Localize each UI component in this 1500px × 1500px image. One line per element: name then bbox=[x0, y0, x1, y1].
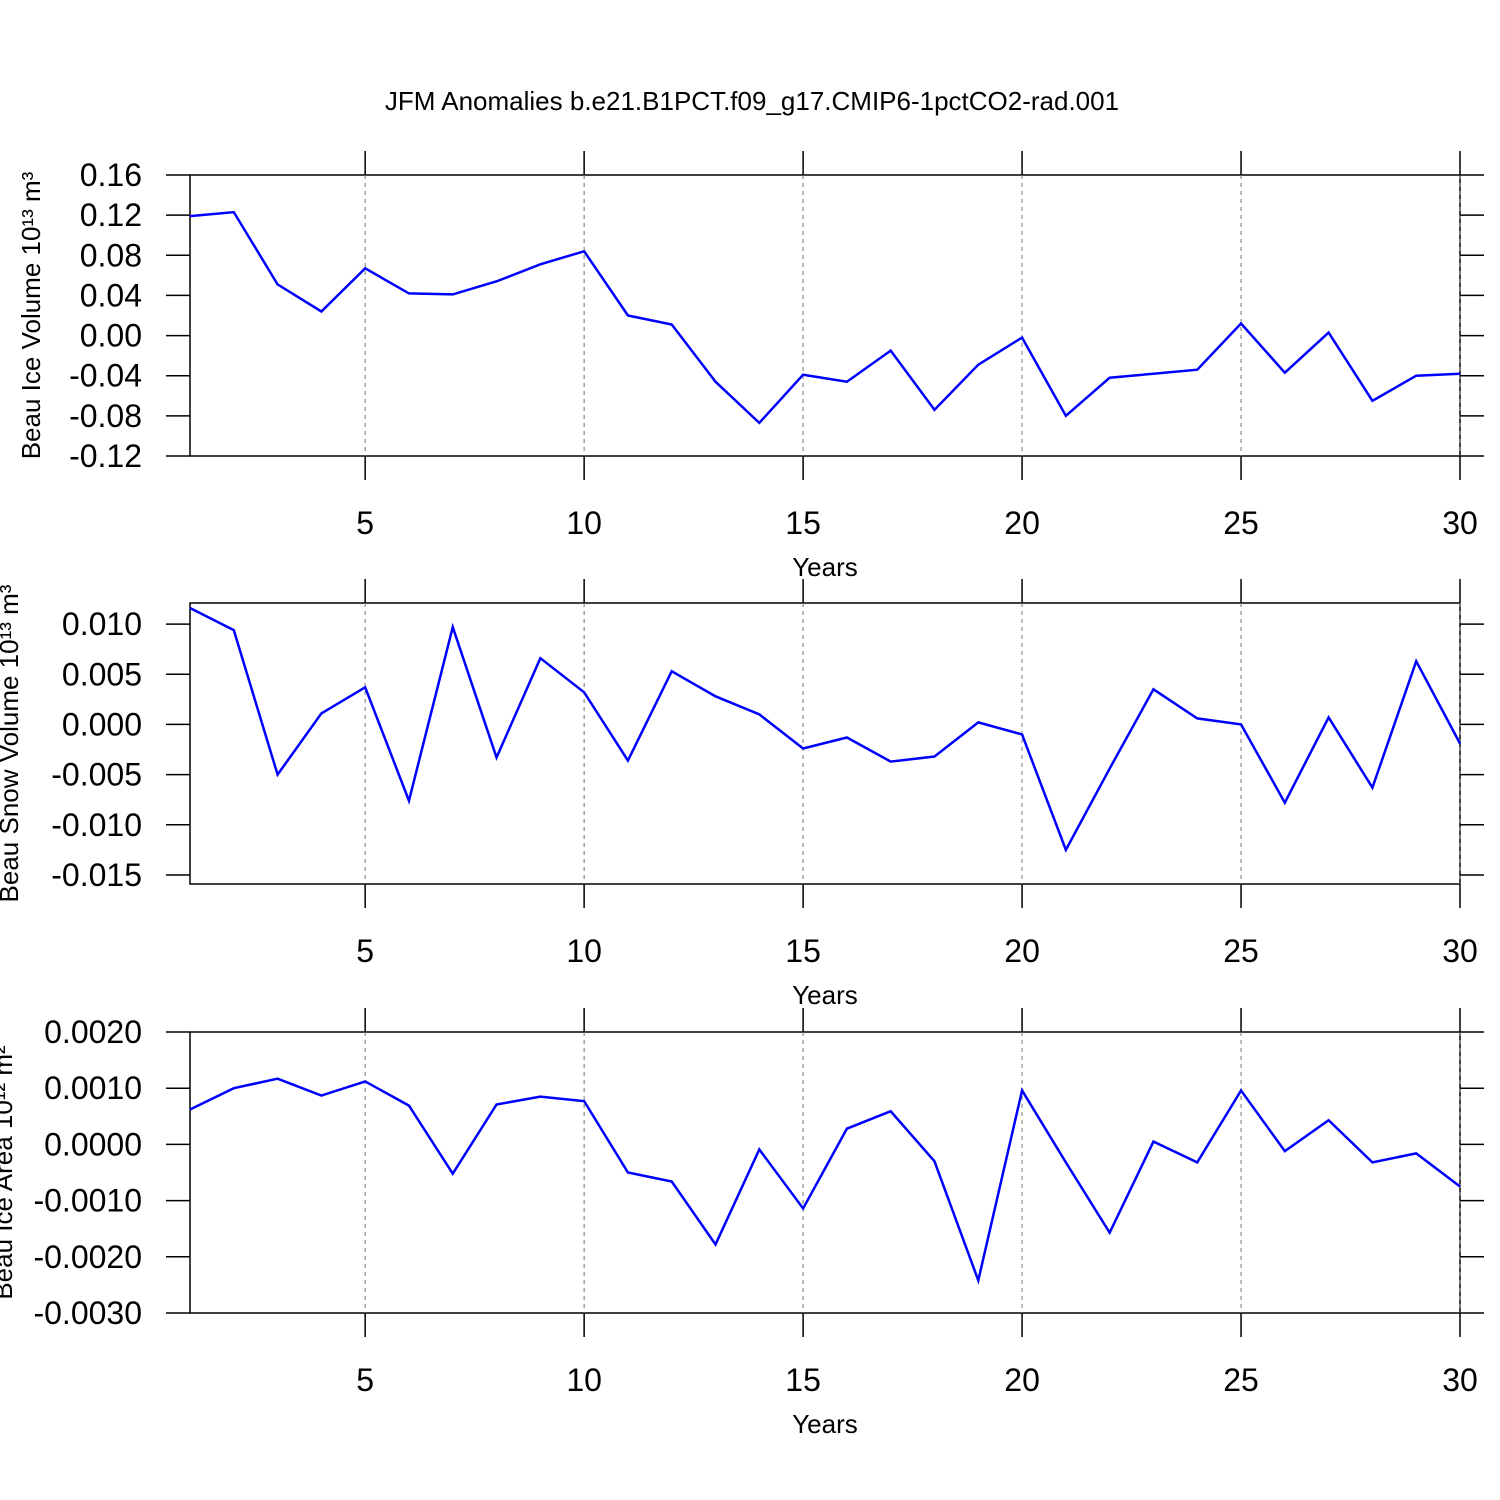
y-tick-label: -0.0010 bbox=[33, 1183, 142, 1219]
y-tick-label: 0.0020 bbox=[44, 1014, 142, 1050]
data-line bbox=[189, 606, 1462, 853]
x-axis-label: Years bbox=[792, 980, 858, 1010]
y-tick-label: -0.08 bbox=[69, 398, 142, 434]
y-tick-label: 0.0000 bbox=[44, 1126, 142, 1162]
x-tick-label: 5 bbox=[356, 1362, 374, 1398]
y-tick-label: -0.015 bbox=[51, 857, 142, 893]
x-axis-label: Years bbox=[792, 552, 858, 582]
y-tick-label: -0.010 bbox=[51, 807, 142, 843]
y-tick-label: 0.00 bbox=[80, 318, 142, 354]
x-tick-label: 15 bbox=[785, 933, 821, 969]
y-tick-label: -0.04 bbox=[69, 358, 142, 394]
chart-title: JFM Anomalies b.e21.B1PCT.f09_g17.CMIP6-… bbox=[385, 86, 1119, 116]
x-tick-label: 10 bbox=[566, 1362, 602, 1398]
y-tick-label: 0.000 bbox=[62, 706, 142, 742]
data-line bbox=[189, 1077, 1461, 1285]
y-tick-label: 0.08 bbox=[80, 237, 142, 273]
x-tick-label: 30 bbox=[1442, 1362, 1478, 1398]
y-tick-label: -0.005 bbox=[51, 757, 142, 793]
y-tick-label: -0.0020 bbox=[33, 1239, 142, 1275]
data-line bbox=[189, 210, 1461, 425]
y-axis-label: Beau Snow Volume 10¹³ m³ bbox=[0, 584, 24, 902]
x-tick-label: 30 bbox=[1442, 933, 1478, 969]
x-tick-label: 5 bbox=[356, 933, 374, 969]
y-tick-label: -0.0030 bbox=[33, 1295, 142, 1331]
x-tick-label: 20 bbox=[1004, 1362, 1040, 1398]
x-tick-label: 15 bbox=[785, 1362, 821, 1398]
x-tick-label: 5 bbox=[356, 505, 374, 541]
plot-frame bbox=[189, 174, 1461, 457]
y-axis-label: Beau Ice Area 10¹² m² bbox=[0, 1045, 18, 1300]
x-tick-label: 15 bbox=[785, 505, 821, 541]
x-tick-label: 25 bbox=[1223, 1362, 1259, 1398]
x-tick-label: 25 bbox=[1223, 933, 1259, 969]
x-tick-label: 20 bbox=[1004, 505, 1040, 541]
y-tick-label: -0.12 bbox=[69, 438, 142, 474]
x-axis-label: Years bbox=[792, 1409, 858, 1439]
x-tick-label: 10 bbox=[566, 505, 602, 541]
x-tick-label: 20 bbox=[1004, 933, 1040, 969]
y-tick-label: 0.16 bbox=[80, 157, 142, 193]
y-tick-label: 0.005 bbox=[62, 656, 142, 692]
y-tick-label: 0.04 bbox=[80, 277, 142, 313]
x-tick-label: 25 bbox=[1223, 505, 1259, 541]
y-tick-label: 0.010 bbox=[62, 606, 142, 642]
x-tick-label: 30 bbox=[1442, 505, 1478, 541]
x-tick-label: 10 bbox=[566, 933, 602, 969]
plot-frame bbox=[189, 1031, 1461, 1314]
y-axis-label: Beau Ice Volume 10¹³ m³ bbox=[16, 171, 46, 459]
y-tick-label: 0.12 bbox=[80, 197, 142, 233]
y-tick-label: 0.0010 bbox=[44, 1070, 142, 1106]
